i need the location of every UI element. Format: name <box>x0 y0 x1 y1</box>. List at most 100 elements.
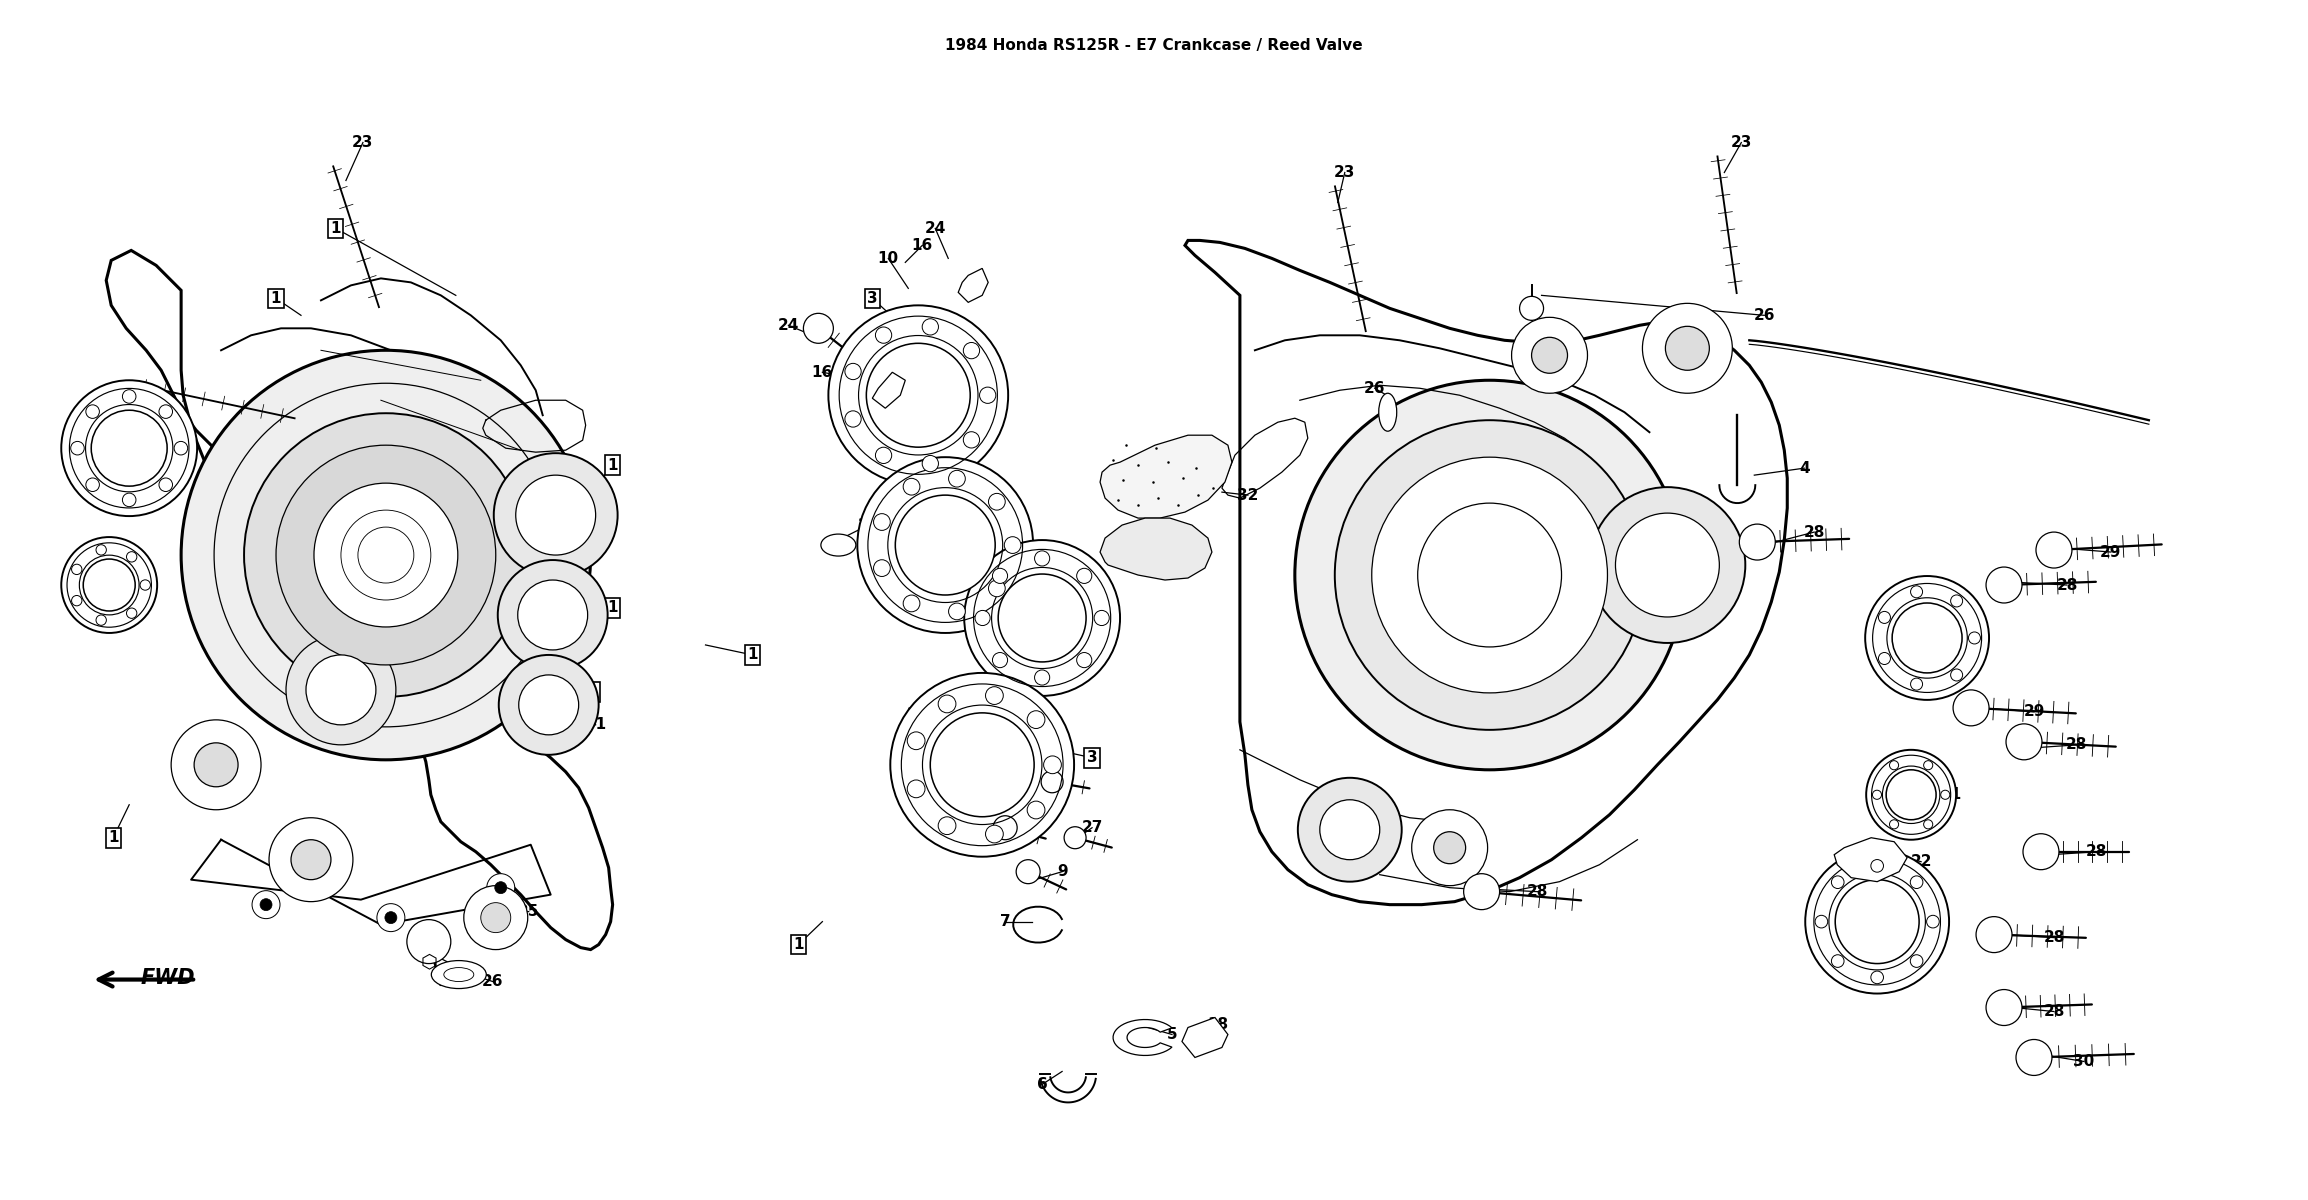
Text: 4: 4 <box>1798 461 1809 475</box>
Circle shape <box>83 559 136 611</box>
Circle shape <box>986 826 1004 842</box>
Text: 7: 7 <box>999 914 1011 929</box>
Circle shape <box>72 595 81 606</box>
Circle shape <box>1643 304 1733 394</box>
Text: 28: 28 <box>2043 930 2066 946</box>
Circle shape <box>1923 820 1932 829</box>
Circle shape <box>1886 770 1936 820</box>
Text: 16: 16 <box>812 365 833 379</box>
Text: 24: 24 <box>926 221 946 236</box>
Text: 1: 1 <box>589 684 598 700</box>
Text: 27: 27 <box>1002 764 1022 779</box>
Circle shape <box>499 560 607 670</box>
Circle shape <box>494 454 619 577</box>
Circle shape <box>1950 668 1962 680</box>
Circle shape <box>2015 1039 2052 1075</box>
Circle shape <box>1814 916 1828 928</box>
Circle shape <box>194 743 238 787</box>
Polygon shape <box>1184 240 1786 905</box>
Circle shape <box>1076 653 1092 667</box>
Text: 28: 28 <box>2086 845 2107 859</box>
Circle shape <box>173 442 187 455</box>
Circle shape <box>159 478 173 492</box>
Circle shape <box>1004 536 1020 553</box>
Circle shape <box>907 780 926 798</box>
Circle shape <box>307 655 376 725</box>
Circle shape <box>270 817 353 901</box>
Circle shape <box>856 457 1034 632</box>
Circle shape <box>171 720 261 810</box>
Text: 2: 2 <box>907 707 919 722</box>
Circle shape <box>1923 761 1932 769</box>
Circle shape <box>72 442 85 455</box>
Polygon shape <box>106 251 612 949</box>
Text: 1: 1 <box>108 830 118 845</box>
Circle shape <box>291 840 330 880</box>
Circle shape <box>245 413 529 697</box>
Text: 28: 28 <box>2066 737 2089 752</box>
Circle shape <box>992 569 1009 583</box>
Circle shape <box>487 874 515 901</box>
Circle shape <box>1865 576 1989 700</box>
Circle shape <box>1872 971 1883 984</box>
Circle shape <box>1833 876 1844 888</box>
Text: 23: 23 <box>1334 164 1355 180</box>
Circle shape <box>519 674 579 734</box>
Circle shape <box>1987 990 2022 1026</box>
Text: 28: 28 <box>1528 884 1549 899</box>
Circle shape <box>1833 955 1844 967</box>
Circle shape <box>902 595 921 612</box>
Circle shape <box>1911 876 1923 888</box>
Circle shape <box>1295 380 1685 770</box>
Text: 19: 19 <box>108 598 129 612</box>
Circle shape <box>965 540 1119 696</box>
Circle shape <box>1041 770 1064 793</box>
Text: 26: 26 <box>1364 380 1385 396</box>
Text: 28: 28 <box>2043 1004 2066 1019</box>
Circle shape <box>97 545 106 556</box>
Text: 1: 1 <box>748 648 757 662</box>
Text: 28: 28 <box>1803 524 1826 540</box>
Circle shape <box>974 611 990 625</box>
Circle shape <box>62 538 157 632</box>
Circle shape <box>875 448 891 463</box>
Circle shape <box>1297 778 1401 882</box>
Circle shape <box>406 919 450 964</box>
Text: 3: 3 <box>1071 575 1080 589</box>
Circle shape <box>1976 917 2013 953</box>
Circle shape <box>122 493 136 506</box>
Circle shape <box>97 614 106 625</box>
Circle shape <box>986 686 1004 704</box>
Circle shape <box>499 655 598 755</box>
Ellipse shape <box>1378 394 1396 431</box>
Circle shape <box>1519 296 1544 320</box>
Circle shape <box>1879 612 1890 624</box>
Text: 1984 Honda RS125R - E7 Crankcase / Reed Valve: 1984 Honda RS125R - E7 Crankcase / Reed … <box>946 38 1362 53</box>
Circle shape <box>907 732 926 750</box>
Circle shape <box>1034 551 1050 566</box>
Circle shape <box>872 514 891 530</box>
Text: 18: 18 <box>1207 1018 1228 1032</box>
Polygon shape <box>1101 436 1232 518</box>
Circle shape <box>85 478 99 492</box>
Circle shape <box>252 890 279 919</box>
Text: 1: 1 <box>330 221 342 236</box>
Polygon shape <box>1835 838 1906 882</box>
Text: 1: 1 <box>794 937 803 952</box>
Circle shape <box>1016 859 1041 883</box>
Circle shape <box>1027 710 1046 728</box>
Circle shape <box>1590 487 1745 643</box>
Ellipse shape <box>432 960 487 989</box>
Text: FWD: FWD <box>141 967 196 988</box>
Circle shape <box>1334 420 1643 730</box>
Circle shape <box>992 653 1009 667</box>
Polygon shape <box>1112 1020 1172 1056</box>
Circle shape <box>1371 457 1606 692</box>
Circle shape <box>962 432 979 448</box>
Text: 20: 20 <box>1883 928 1904 942</box>
Circle shape <box>988 493 1006 510</box>
Circle shape <box>930 713 1034 817</box>
Text: 1: 1 <box>607 600 619 616</box>
Circle shape <box>1950 595 1962 607</box>
Circle shape <box>1879 653 1890 665</box>
